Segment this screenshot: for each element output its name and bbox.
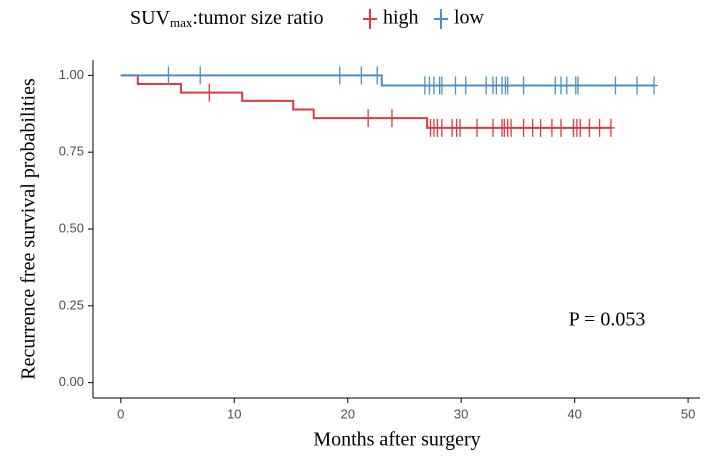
legend-label: high [383, 7, 419, 29]
survival-curve [120, 74, 611, 129]
censor-mark [585, 118, 594, 137]
censor-mark [519, 76, 528, 95]
x-axis-title: Months after surgery [313, 429, 480, 451]
censor-mark [536, 118, 545, 137]
censor-mark [507, 118, 516, 137]
censor-mark [451, 76, 460, 95]
x-tick-label: 40 [567, 406, 581, 421]
censor-mark [437, 76, 446, 95]
censor-mark [437, 118, 446, 137]
y-tick-label: 0.25 [59, 297, 84, 312]
survival-curve [120, 74, 655, 87]
censor-mark [562, 76, 571, 95]
y-axis-title: Recurrence free survival probabilities [18, 78, 40, 380]
censor-mark [574, 76, 583, 95]
censor-mark [482, 76, 491, 95]
censor-mark [461, 76, 470, 95]
censor-mark [473, 118, 482, 137]
censor-mark [196, 66, 205, 85]
censor-mark [557, 118, 566, 137]
x-tick-label: 10 [227, 406, 241, 421]
censor-mark [503, 76, 512, 95]
p-value: P = 0.053 [569, 309, 646, 331]
censor-mark [387, 109, 396, 128]
censor-mark [373, 66, 382, 85]
censor-mark [335, 66, 344, 85]
censor-mark [488, 118, 497, 137]
legend-title: SUVmax:tumor size ratio [130, 7, 323, 30]
x-tick-label: 30 [454, 406, 468, 421]
censor-mark [364, 109, 373, 128]
y-tick-label: 0.50 [59, 220, 84, 235]
legend-key [363, 9, 377, 29]
censor-mark [611, 76, 620, 95]
censor-mark [164, 66, 173, 85]
legend-key [434, 9, 448, 29]
censor-mark [547, 118, 556, 137]
y-tick-label: 0.75 [59, 144, 84, 159]
censor-mark [606, 118, 615, 137]
censor-mark [650, 76, 659, 95]
censor-mark [357, 66, 366, 85]
censor-mark [519, 118, 528, 137]
censor-mark [595, 118, 604, 137]
censor-mark [205, 83, 214, 102]
x-tick-label: 50 [681, 406, 695, 421]
censor-mark [576, 118, 585, 137]
legend-label: low [454, 7, 485, 29]
censor-mark [633, 76, 642, 95]
x-tick-label: 20 [340, 406, 354, 421]
y-tick-label: 1.00 [59, 67, 84, 82]
censor-mark [528, 118, 537, 137]
censor-mark [456, 118, 465, 137]
y-tick-label: 0.00 [59, 374, 84, 389]
x-tick-label: 0 [117, 406, 124, 421]
